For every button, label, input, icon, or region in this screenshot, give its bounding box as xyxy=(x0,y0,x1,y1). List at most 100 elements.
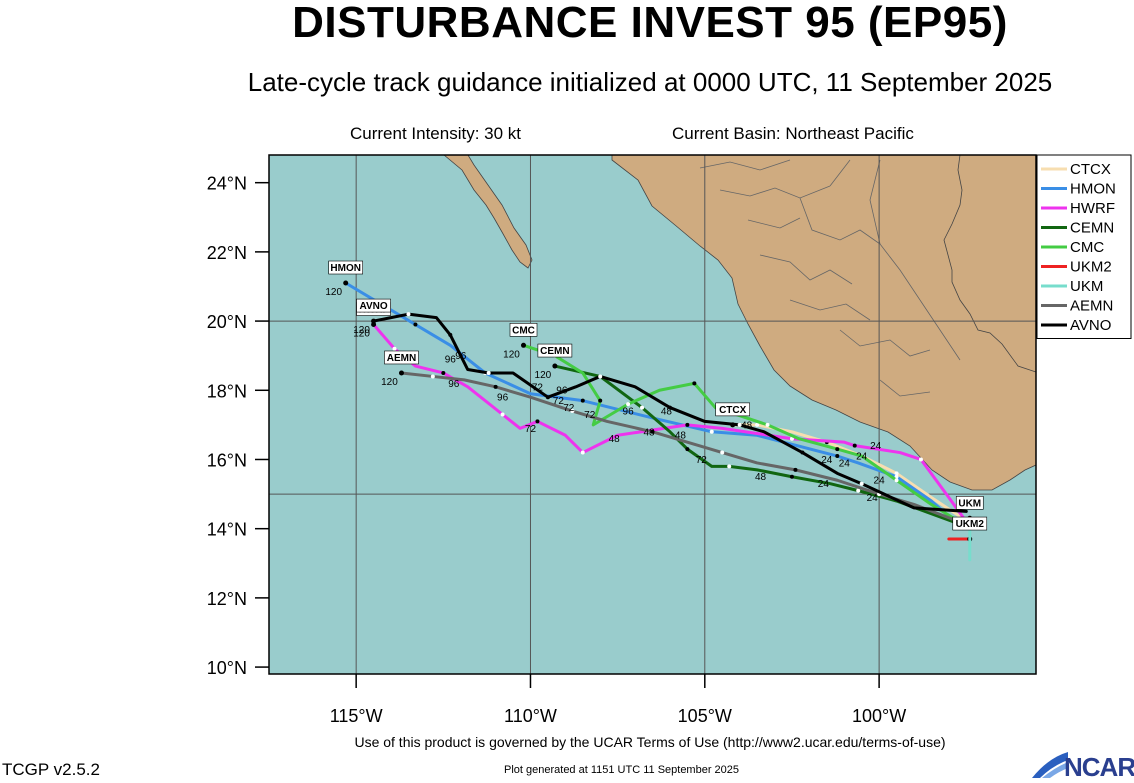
track-point xyxy=(598,398,603,403)
forecast-hour-label: 48 xyxy=(609,434,621,445)
forecast-hour-label: 24 xyxy=(818,479,830,490)
end-hour-label: 120 xyxy=(535,370,552,381)
track-point xyxy=(856,488,861,493)
legend-item-hmon: HMON xyxy=(1070,181,1116,198)
lat-tick-label: 18°N xyxy=(207,381,247,401)
forecast-hour-label: 48 xyxy=(755,472,767,483)
track-point xyxy=(448,332,453,337)
forecast-hour-label: 72 xyxy=(584,410,596,421)
forecast-hour-label: 24 xyxy=(839,458,851,469)
track-point xyxy=(580,450,585,455)
legend: CTCX HMON HWRF CEMN CMC UKM2 UKM AEMN AVNO xyxy=(1036,154,1132,339)
lat-tick-label: 14°N xyxy=(207,520,247,540)
track-point xyxy=(430,374,435,379)
track-point xyxy=(894,471,899,476)
forecast-hour-label: 72 xyxy=(525,424,537,435)
svg-text:AEMN: AEMN xyxy=(387,353,416,364)
track-point xyxy=(392,346,397,351)
lat-tick-label: 12°N xyxy=(207,589,247,609)
legend-item-ctcx: CTCX xyxy=(1070,161,1111,178)
state-borders xyxy=(699,159,961,397)
current-intensity: Current Intensity: 30 kt xyxy=(350,124,522,143)
track-point xyxy=(486,370,491,375)
track-point xyxy=(535,419,540,424)
track-point xyxy=(727,464,732,469)
svg-text:CTCX: CTCX xyxy=(719,405,747,416)
forecast-hour-label: 96 xyxy=(455,351,467,362)
track-point xyxy=(598,374,603,379)
track-point xyxy=(800,450,805,455)
track-end-point xyxy=(521,342,527,348)
forecast-hour-label: 72 xyxy=(532,382,544,393)
terms-of-use: Use of this product is governed by the U… xyxy=(354,734,946,750)
track-point xyxy=(709,429,714,434)
forecast-hour-label: 48 xyxy=(643,427,655,438)
legend-item-avno: AVNO xyxy=(1070,317,1111,334)
end-label-hmon: HMON xyxy=(328,260,364,275)
track-end-point xyxy=(371,322,377,328)
version-label: TCGP v2.5.2 xyxy=(2,760,100,779)
forecast-hour-label: 24 xyxy=(867,493,879,504)
lon-tick-label: 105°W xyxy=(678,706,732,726)
end-label-ctcx: CTCX xyxy=(715,402,750,417)
end-label-aemn: AEMN xyxy=(384,350,419,365)
track-cmc xyxy=(522,343,961,524)
forecast-hour-label: 48 xyxy=(661,407,673,418)
legend-item-hwrf: HWRF xyxy=(1070,200,1115,217)
track-end-point xyxy=(371,318,377,324)
track-point xyxy=(413,322,418,327)
forecast-hour-label: 24 xyxy=(821,455,833,466)
svg-text:UKM2: UKM2 xyxy=(956,519,985,530)
lon-tick-label: 100°W xyxy=(852,706,906,726)
svg-text:HMON: HMON xyxy=(330,263,361,274)
ncar-logo-icon xyxy=(1032,752,1068,778)
end-label-avno: AVNO xyxy=(356,298,391,313)
legend-item-cemn: CEMN xyxy=(1070,220,1114,237)
forecast-hour-label: 24 xyxy=(874,476,886,487)
end-hour-label: 120 xyxy=(381,377,398,388)
lat-tick-label: 20°N xyxy=(207,312,247,332)
track-point xyxy=(918,457,923,462)
track-point xyxy=(835,454,840,459)
forecast-hour-label: 96 xyxy=(445,355,457,366)
track-point xyxy=(852,443,857,448)
track-point xyxy=(720,450,725,455)
track-point xyxy=(765,422,770,427)
track-point xyxy=(493,384,498,389)
end-label-ukm: UKM xyxy=(955,495,984,510)
legend-item-ukm: UKM xyxy=(1070,278,1103,295)
track-point xyxy=(406,312,411,317)
track-end-point xyxy=(398,370,404,376)
page-subtitle: Late-cycle track guidance initialized at… xyxy=(247,67,1053,97)
forecast-hour-label: 72 xyxy=(553,396,565,407)
forecast-hour-label: 96 xyxy=(497,393,509,404)
track-point xyxy=(626,402,631,407)
track-point xyxy=(441,370,446,375)
lat-tick-label: 16°N xyxy=(207,450,247,470)
track-aemn xyxy=(399,371,961,524)
end-hour-label: 120 xyxy=(503,349,520,360)
track-point xyxy=(793,467,798,472)
lat-tick-label: 24°N xyxy=(207,174,247,194)
track-point xyxy=(650,429,655,434)
track-point xyxy=(580,398,585,403)
page-title: DISTURBANCE INVEST 95 (EP95) xyxy=(292,0,1008,47)
end-hour-label: 120 xyxy=(353,329,370,340)
generated-timestamp: Plot generated at 1151 UTC 11 September … xyxy=(504,764,740,776)
forecast-hour-label: 24 xyxy=(856,451,868,462)
current-basin: Current Basin: Northeast Pacific xyxy=(672,124,914,143)
forecast-hour-label: 96 xyxy=(623,407,635,418)
track-point xyxy=(692,381,697,386)
lon-tick-label: 110°W xyxy=(504,706,557,726)
track-point xyxy=(500,412,505,417)
track-point xyxy=(835,447,840,452)
track-hwrf xyxy=(372,323,968,524)
track-point xyxy=(859,481,864,486)
track-end-point xyxy=(343,280,349,286)
lon-tick-label: 115°W xyxy=(330,706,383,726)
end-label-cmc: CMC xyxy=(509,322,538,337)
svg-text:UKM: UKM xyxy=(958,498,981,509)
legend-item-aemn: AEMN xyxy=(1070,298,1113,315)
